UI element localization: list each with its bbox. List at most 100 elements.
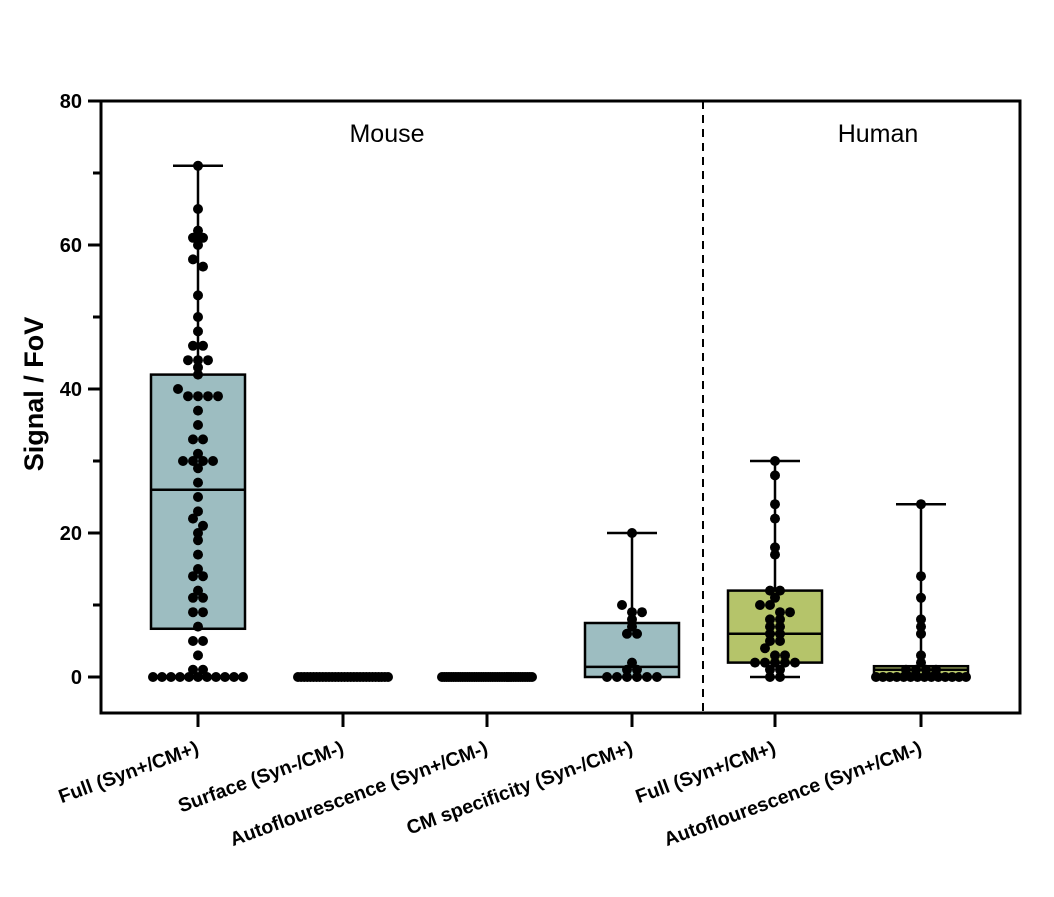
data-point [961, 672, 971, 682]
x-tick-label: Autoflourescence (Syn+/CM-) [227, 737, 491, 851]
data-point [193, 477, 203, 488]
data-point [193, 506, 203, 517]
data-point [780, 657, 790, 668]
data-point [220, 672, 230, 682]
data-point [940, 672, 951, 682]
data-point [916, 571, 926, 582]
data-point [931, 664, 941, 675]
data-point [198, 261, 208, 272]
data-point [188, 664, 198, 675]
data-point [193, 564, 203, 574]
data-point [188, 434, 198, 445]
data-point [193, 369, 203, 380]
data-point [208, 456, 218, 466]
data-point [916, 657, 926, 668]
x-axis: Full (Syn+/CM+)Surface (Syn-/CM-)Autoflo… [56, 713, 925, 851]
data-point [755, 600, 765, 610]
data-point [188, 607, 198, 618]
data-point [238, 672, 248, 682]
data-point [527, 672, 537, 682]
data-point [193, 463, 203, 474]
data-point [765, 621, 775, 632]
data-point [905, 672, 916, 682]
data-point [188, 254, 198, 265]
y-tick-label: 80 [60, 91, 82, 113]
data-point [178, 456, 188, 466]
data-point [602, 672, 612, 682]
data-point [193, 326, 203, 337]
data-point [203, 355, 213, 366]
data-point [617, 600, 627, 610]
data-point [780, 650, 790, 661]
data-point [775, 607, 785, 618]
data-point [198, 434, 208, 445]
data-point [760, 643, 770, 654]
data-point [901, 664, 911, 675]
data-point [193, 549, 203, 560]
data-point [193, 650, 203, 661]
data-point [157, 672, 167, 682]
data-point [193, 492, 203, 502]
data-point [188, 636, 198, 646]
data-point [213, 391, 223, 402]
data-point [188, 571, 198, 582]
data-point [198, 456, 208, 466]
box-group [583, 531, 681, 679]
data-point [193, 240, 203, 250]
data-point [632, 672, 642, 682]
data-point [627, 657, 637, 668]
data-point [770, 499, 780, 510]
x-tick-label: Autoflourescence (Syn+/CM-) [661, 737, 925, 851]
data-point [947, 672, 958, 682]
data-point [183, 391, 193, 402]
data-point [211, 672, 221, 682]
data-point [637, 607, 647, 618]
labels-layer: Signal / FoV [19, 317, 49, 472]
data-point [193, 621, 203, 632]
data-point [193, 391, 203, 402]
data-point [765, 636, 775, 646]
data-point [632, 664, 642, 675]
boxes-layer [149, 164, 970, 679]
group-label: Human [838, 120, 919, 148]
data-point [891, 672, 902, 682]
data-point [884, 672, 895, 682]
data-point [916, 628, 926, 639]
data-point [627, 528, 637, 538]
data-point [193, 355, 203, 366]
data-point [193, 160, 203, 171]
data-point [383, 672, 393, 682]
data-point [770, 470, 780, 481]
data-point [765, 600, 775, 610]
data-point [193, 448, 203, 459]
data-point [775, 585, 785, 596]
data-point [622, 664, 632, 675]
data-point [770, 549, 780, 560]
data-point [198, 571, 208, 582]
data-point [916, 614, 926, 625]
data-point [193, 585, 203, 596]
data-point [765, 614, 775, 625]
data-point [627, 614, 637, 625]
data-point [198, 232, 208, 243]
plot-frame: Mouse Human [99, 99, 1022, 715]
data-point [193, 362, 203, 373]
group-label: Mouse [349, 120, 424, 148]
data-point [166, 672, 176, 682]
data-point [916, 592, 926, 603]
data-point [198, 636, 208, 646]
data-point [612, 672, 622, 682]
data-point [770, 456, 780, 466]
data-point [193, 225, 203, 236]
data-point [916, 650, 926, 661]
data-point [770, 592, 780, 603]
data-point [193, 405, 203, 416]
y-tick-label: 0 [71, 667, 82, 689]
data-point [198, 607, 208, 618]
data-point [770, 650, 780, 661]
data-point [775, 614, 785, 625]
data-point [770, 657, 780, 668]
data-point [775, 664, 785, 675]
data-point [785, 607, 795, 618]
